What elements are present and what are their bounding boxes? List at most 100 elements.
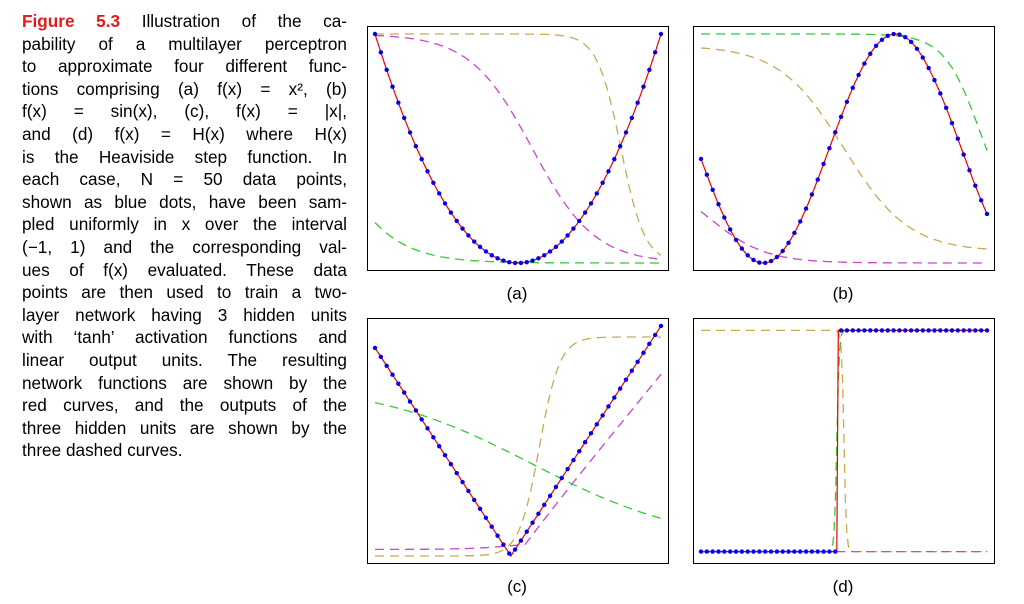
data-point <box>827 549 832 554</box>
data-point <box>396 100 401 105</box>
data-point <box>507 259 512 265</box>
data-point <box>512 547 518 552</box>
hidden-unit-curve-3 <box>374 401 662 519</box>
data-point <box>507 551 512 556</box>
data-point <box>565 233 570 238</box>
caption-line: shown as blue dots, have been sam- <box>22 191 347 212</box>
data-point <box>739 549 745 554</box>
data-point <box>856 328 861 333</box>
data-point <box>419 417 424 422</box>
panel-label-a: (a) <box>506 284 528 303</box>
plot-panel-c <box>367 318 669 564</box>
caption-line: (−1, 1) and the corresponding val- <box>22 236 347 257</box>
data-point <box>407 399 413 404</box>
data-point <box>862 328 867 333</box>
hidden-unit-curve-1 <box>700 47 988 250</box>
data-point <box>518 538 524 543</box>
data-point <box>372 345 378 351</box>
data-point <box>803 206 809 211</box>
data-point <box>932 77 937 83</box>
data-point <box>768 549 774 554</box>
data-point <box>547 249 553 254</box>
data-point <box>891 31 896 37</box>
data-point <box>733 237 739 243</box>
data-point <box>704 549 710 554</box>
data-point <box>949 120 955 126</box>
plot-c-svg <box>372 323 664 558</box>
data-point <box>926 65 931 71</box>
data-point <box>727 549 733 554</box>
data-point <box>932 328 937 333</box>
data-point <box>838 328 844 333</box>
data-point <box>600 180 605 185</box>
data-point <box>961 328 966 333</box>
data-point <box>908 39 914 45</box>
hidden-unit-curve-2 <box>700 210 987 264</box>
data-point <box>606 169 611 174</box>
data-point <box>984 211 990 217</box>
data-point <box>885 33 890 39</box>
hidden-unit-curve-2 <box>375 373 662 551</box>
data-point <box>891 328 896 333</box>
data-point <box>629 115 635 121</box>
data-point <box>629 368 635 373</box>
data-point <box>612 156 617 162</box>
data-point <box>652 332 658 338</box>
data-point <box>850 85 855 91</box>
data-point <box>577 218 582 224</box>
data-point <box>495 256 500 261</box>
data-point <box>722 549 727 554</box>
data-point <box>477 506 483 512</box>
data-point <box>501 258 506 263</box>
data-point <box>955 136 961 141</box>
plot-d-svg <box>698 328 990 554</box>
data-point <box>704 172 710 177</box>
data-point <box>698 549 704 554</box>
data-point <box>477 244 483 250</box>
data-point <box>483 249 489 254</box>
data-point <box>926 328 931 333</box>
data-point <box>652 50 658 55</box>
data-point <box>559 475 564 481</box>
data-point <box>698 156 704 162</box>
data-point <box>396 381 401 386</box>
data-point <box>460 226 465 231</box>
data-point <box>536 511 541 516</box>
data-point <box>536 256 541 261</box>
data-point <box>641 350 646 356</box>
caption-line: f(x) = sin(x), (c), f(x) = |x|, <box>22 101 347 122</box>
data-point <box>757 260 762 265</box>
data-point <box>833 130 838 135</box>
data-point <box>460 479 465 485</box>
data-point <box>553 484 559 490</box>
data-point <box>606 404 611 409</box>
data-point <box>617 143 623 149</box>
plot-panel-d <box>693 318 995 564</box>
data-point <box>914 46 920 51</box>
data-point <box>745 253 750 258</box>
data-point <box>850 328 855 333</box>
data-point <box>530 258 535 263</box>
data-point <box>431 435 436 440</box>
data-point <box>757 549 762 554</box>
data-point <box>425 426 430 431</box>
caption-line: Figure 5.3 Illustration of the ca- <box>22 10 347 33</box>
data-point <box>838 114 844 119</box>
data-point <box>559 239 564 244</box>
caption-line: each case, N = 50 data points, <box>22 169 347 190</box>
data-point <box>431 180 436 185</box>
data-point <box>454 218 459 224</box>
data-point <box>582 440 588 445</box>
data-point <box>803 549 809 554</box>
caption-line: with ‘tanh’ activation functions and <box>22 327 347 348</box>
caption-line: network functions are shown by the <box>22 372 347 393</box>
data-point <box>378 50 384 55</box>
data-point <box>938 91 943 96</box>
data-point <box>472 239 477 244</box>
data-point <box>821 161 826 167</box>
data-point <box>768 258 774 264</box>
data-point <box>635 100 640 105</box>
data-point <box>873 328 879 333</box>
data-point <box>879 328 885 333</box>
figure-label: Figure 5.3 <box>22 11 121 31</box>
